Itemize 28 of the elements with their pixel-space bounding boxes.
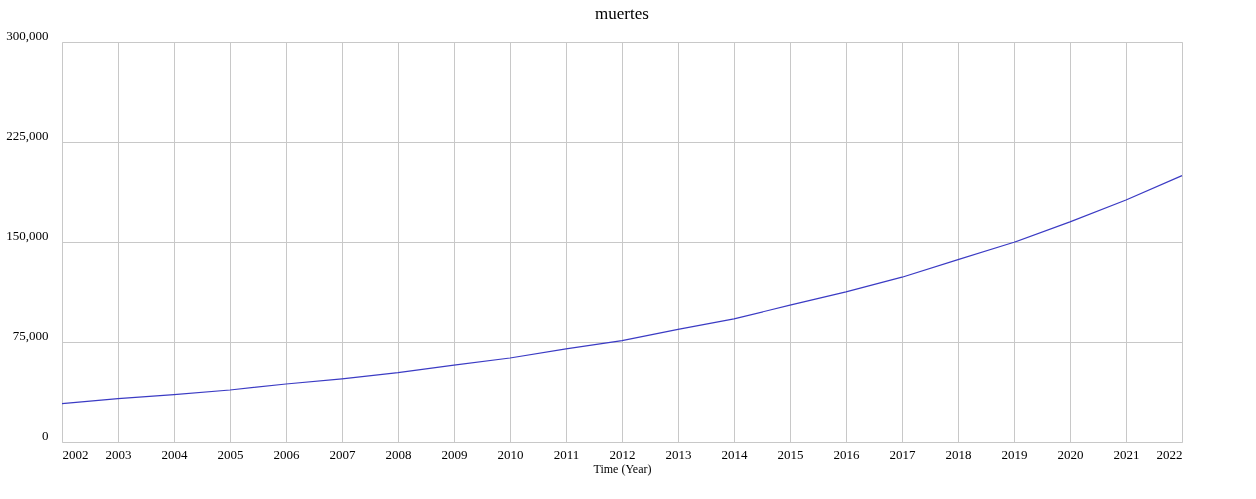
x-tick-label: 2019 (1001, 446, 1028, 462)
x-tick-label: 2009 (441, 446, 468, 462)
x-tick-label: 2008 (385, 446, 412, 462)
y-tick-label: 0 (42, 427, 49, 443)
x-tick-label: 2012 (609, 446, 636, 462)
x-tick-label: 2004 (161, 446, 188, 462)
chart-title: muertes (595, 4, 649, 23)
x-tick-label: 2011 (553, 446, 580, 462)
x-tick-label: 2003 (105, 446, 132, 462)
x-axis-title: Time (Year) (593, 461, 652, 476)
y-tick-label: 150,000 (6, 227, 49, 243)
x-tick-label: 2020 (1057, 446, 1084, 462)
x-tick-label: 2022 (1156, 446, 1183, 462)
y-tick-label: 225,000 (6, 127, 49, 143)
y-tick-label: 300,000 (6, 27, 49, 43)
x-tick-label: 2005 (217, 446, 244, 462)
x-tick-label: 2013 (665, 446, 692, 462)
x-tick-label: 2006 (273, 446, 300, 462)
x-tick-label: 2018 (945, 446, 972, 462)
x-tick-label: 2002 (62, 446, 89, 462)
x-tick-label: 2014 (721, 446, 748, 462)
y-tick-label: 75,000 (12, 327, 49, 343)
x-tick-label: 2010 (497, 446, 524, 462)
x-tick-label: 2017 (889, 446, 916, 462)
x-tick-label: 2016 (833, 446, 860, 462)
x-tick-label: 2015 (777, 446, 804, 462)
x-tick-label: 2021 (1113, 446, 1140, 462)
x-tick-label: 2007 (329, 446, 356, 462)
